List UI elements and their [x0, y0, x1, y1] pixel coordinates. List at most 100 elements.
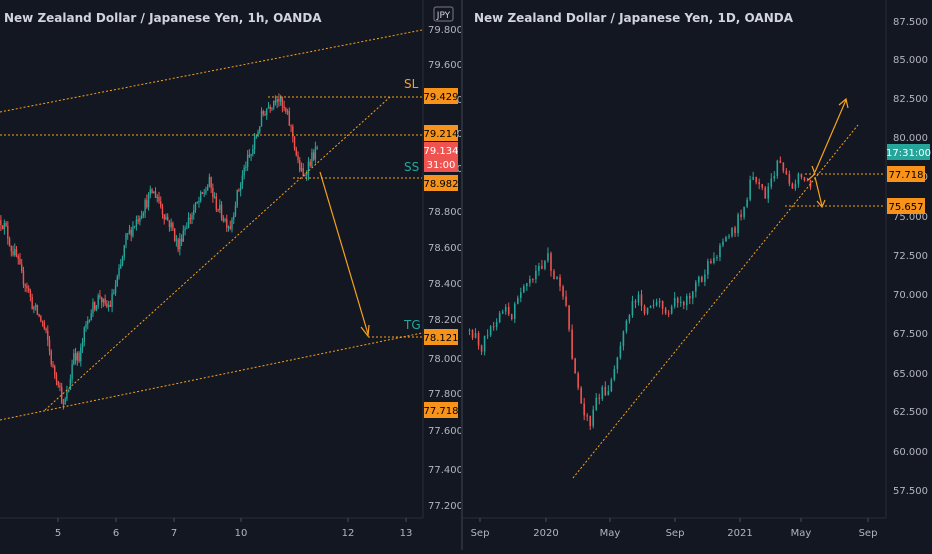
- down-scenario-arrow[interactable]: [814, 176, 823, 207]
- candle-body[interactable]: [76, 352, 79, 361]
- candle-body[interactable]: [737, 214, 739, 234]
- candle-body[interactable]: [797, 173, 800, 184]
- candle-body[interactable]: [100, 297, 103, 303]
- candle-body[interactable]: [177, 239, 179, 250]
- candle-body[interactable]: [260, 111, 263, 127]
- candle-body[interactable]: [7, 225, 9, 239]
- candle-body[interactable]: [57, 380, 59, 386]
- candle-body[interactable]: [679, 301, 682, 303]
- candle-body[interactable]: [532, 278, 534, 280]
- candle-body[interactable]: [285, 108, 287, 113]
- candle-body[interactable]: [15, 249, 18, 256]
- right-price-axis[interactable]: 87.50085.00082.50080.00077.50075.00072.5…: [885, 0, 931, 518]
- candle-body[interactable]: [208, 176, 211, 187]
- candle-body[interactable]: [634, 301, 637, 303]
- left-price-axis[interactable]: 79.80079.60079.40079.20079.00078.80078.6…: [422, 0, 463, 518]
- candle-body[interactable]: [304, 175, 306, 177]
- candle-body[interactable]: [776, 160, 779, 177]
- right-chart-panel[interactable]: New Zealand Dollar / Japanese Yen, 1D, O…: [468, 11, 885, 479]
- candle-body[interactable]: [135, 219, 138, 227]
- candle-body[interactable]: [128, 229, 131, 234]
- candle-body[interactable]: [577, 373, 579, 388]
- candle-body[interactable]: [259, 126, 261, 132]
- candle-body[interactable]: [29, 290, 32, 297]
- candle-body[interactable]: [559, 277, 561, 287]
- candle-body[interactable]: [685, 296, 688, 306]
- candle-body[interactable]: [189, 217, 191, 220]
- candle-body[interactable]: [161, 206, 164, 215]
- candle-body[interactable]: [761, 184, 764, 188]
- candle-body[interactable]: [278, 99, 280, 102]
- currency-badge[interactable]: [433, 6, 454, 22]
- candle-body[interactable]: [213, 196, 216, 198]
- candle-body[interactable]: [604, 386, 607, 396]
- candle-body[interactable]: [535, 270, 537, 280]
- candle-body[interactable]: [302, 168, 304, 176]
- candle-body[interactable]: [598, 397, 601, 399]
- candle-body[interactable]: [236, 189, 238, 206]
- candle-body[interactable]: [297, 155, 299, 161]
- candle-body[interactable]: [172, 222, 174, 229]
- candle-body[interactable]: [50, 351, 52, 365]
- candle-body[interactable]: [667, 313, 670, 315]
- candle-body[interactable]: [544, 260, 546, 269]
- candle-body[interactable]: [130, 229, 132, 236]
- candle-body[interactable]: [168, 220, 171, 228]
- candle-body[interactable]: [661, 300, 664, 309]
- candle-body[interactable]: [22, 271, 25, 285]
- candle-body[interactable]: [90, 313, 92, 321]
- candle-body[interactable]: [224, 219, 226, 221]
- candle-body[interactable]: [673, 298, 676, 307]
- candle-body[interactable]: [210, 176, 212, 188]
- candle-body[interactable]: [728, 236, 730, 238]
- candle-body[interactable]: [746, 199, 748, 207]
- candle-body[interactable]: [526, 283, 528, 287]
- candle-body[interactable]: [104, 298, 106, 304]
- candle-body[interactable]: [655, 302, 658, 306]
- candle-body[interactable]: [175, 239, 178, 241]
- candle-body[interactable]: [562, 286, 564, 297]
- candle-body[interactable]: [529, 278, 531, 284]
- candle-body[interactable]: [619, 346, 622, 358]
- candle-body[interactable]: [468, 329, 471, 331]
- candle-body[interactable]: [571, 329, 573, 359]
- candle-body[interactable]: [740, 214, 742, 218]
- candle-body[interactable]: [245, 166, 247, 168]
- candle-body[interactable]: [212, 187, 214, 198]
- candle-body[interactable]: [595, 397, 598, 410]
- candle-body[interactable]: [607, 391, 610, 396]
- target-arrow[interactable]: [319, 171, 369, 335]
- candle-body[interactable]: [99, 295, 101, 298]
- candle-body[interactable]: [170, 222, 172, 228]
- candle-body[interactable]: [140, 215, 143, 219]
- candle-body[interactable]: [704, 274, 706, 282]
- candle-body[interactable]: [241, 175, 244, 185]
- candle-body[interactable]: [272, 100, 275, 108]
- candle-body[interactable]: [286, 111, 289, 113]
- candle-body[interactable]: [300, 168, 303, 171]
- candle-body[interactable]: [586, 415, 588, 417]
- candle-body[interactable]: [483, 335, 486, 352]
- candle-body[interactable]: [299, 160, 301, 171]
- candle-body[interactable]: [698, 276, 700, 283]
- candle-body[interactable]: [307, 161, 310, 175]
- candle-body[interactable]: [5, 223, 7, 226]
- candle-body[interactable]: [643, 305, 646, 314]
- candle-body[interactable]: [722, 241, 724, 246]
- candle-body[interactable]: [94, 302, 96, 310]
- candle-body[interactable]: [3, 223, 6, 230]
- candle-body[interactable]: [97, 295, 99, 306]
- candle-body[interactable]: [144, 200, 146, 213]
- candle-body[interactable]: [628, 315, 631, 321]
- candle-body[interactable]: [179, 238, 181, 250]
- candle-body[interactable]: [281, 97, 284, 107]
- candle-body[interactable]: [147, 194, 150, 208]
- candle-body[interactable]: [276, 99, 278, 103]
- candle-body[interactable]: [773, 176, 776, 179]
- candle-body[interactable]: [583, 403, 585, 416]
- candle-body[interactable]: [262, 111, 264, 115]
- candle-body[interactable]: [290, 125, 292, 127]
- candle-body[interactable]: [682, 301, 685, 306]
- candle-body[interactable]: [26, 285, 28, 289]
- left-chart-panel[interactable]: New Zealand Dollar / Japanese Yen, 1h, O…: [0, 11, 423, 421]
